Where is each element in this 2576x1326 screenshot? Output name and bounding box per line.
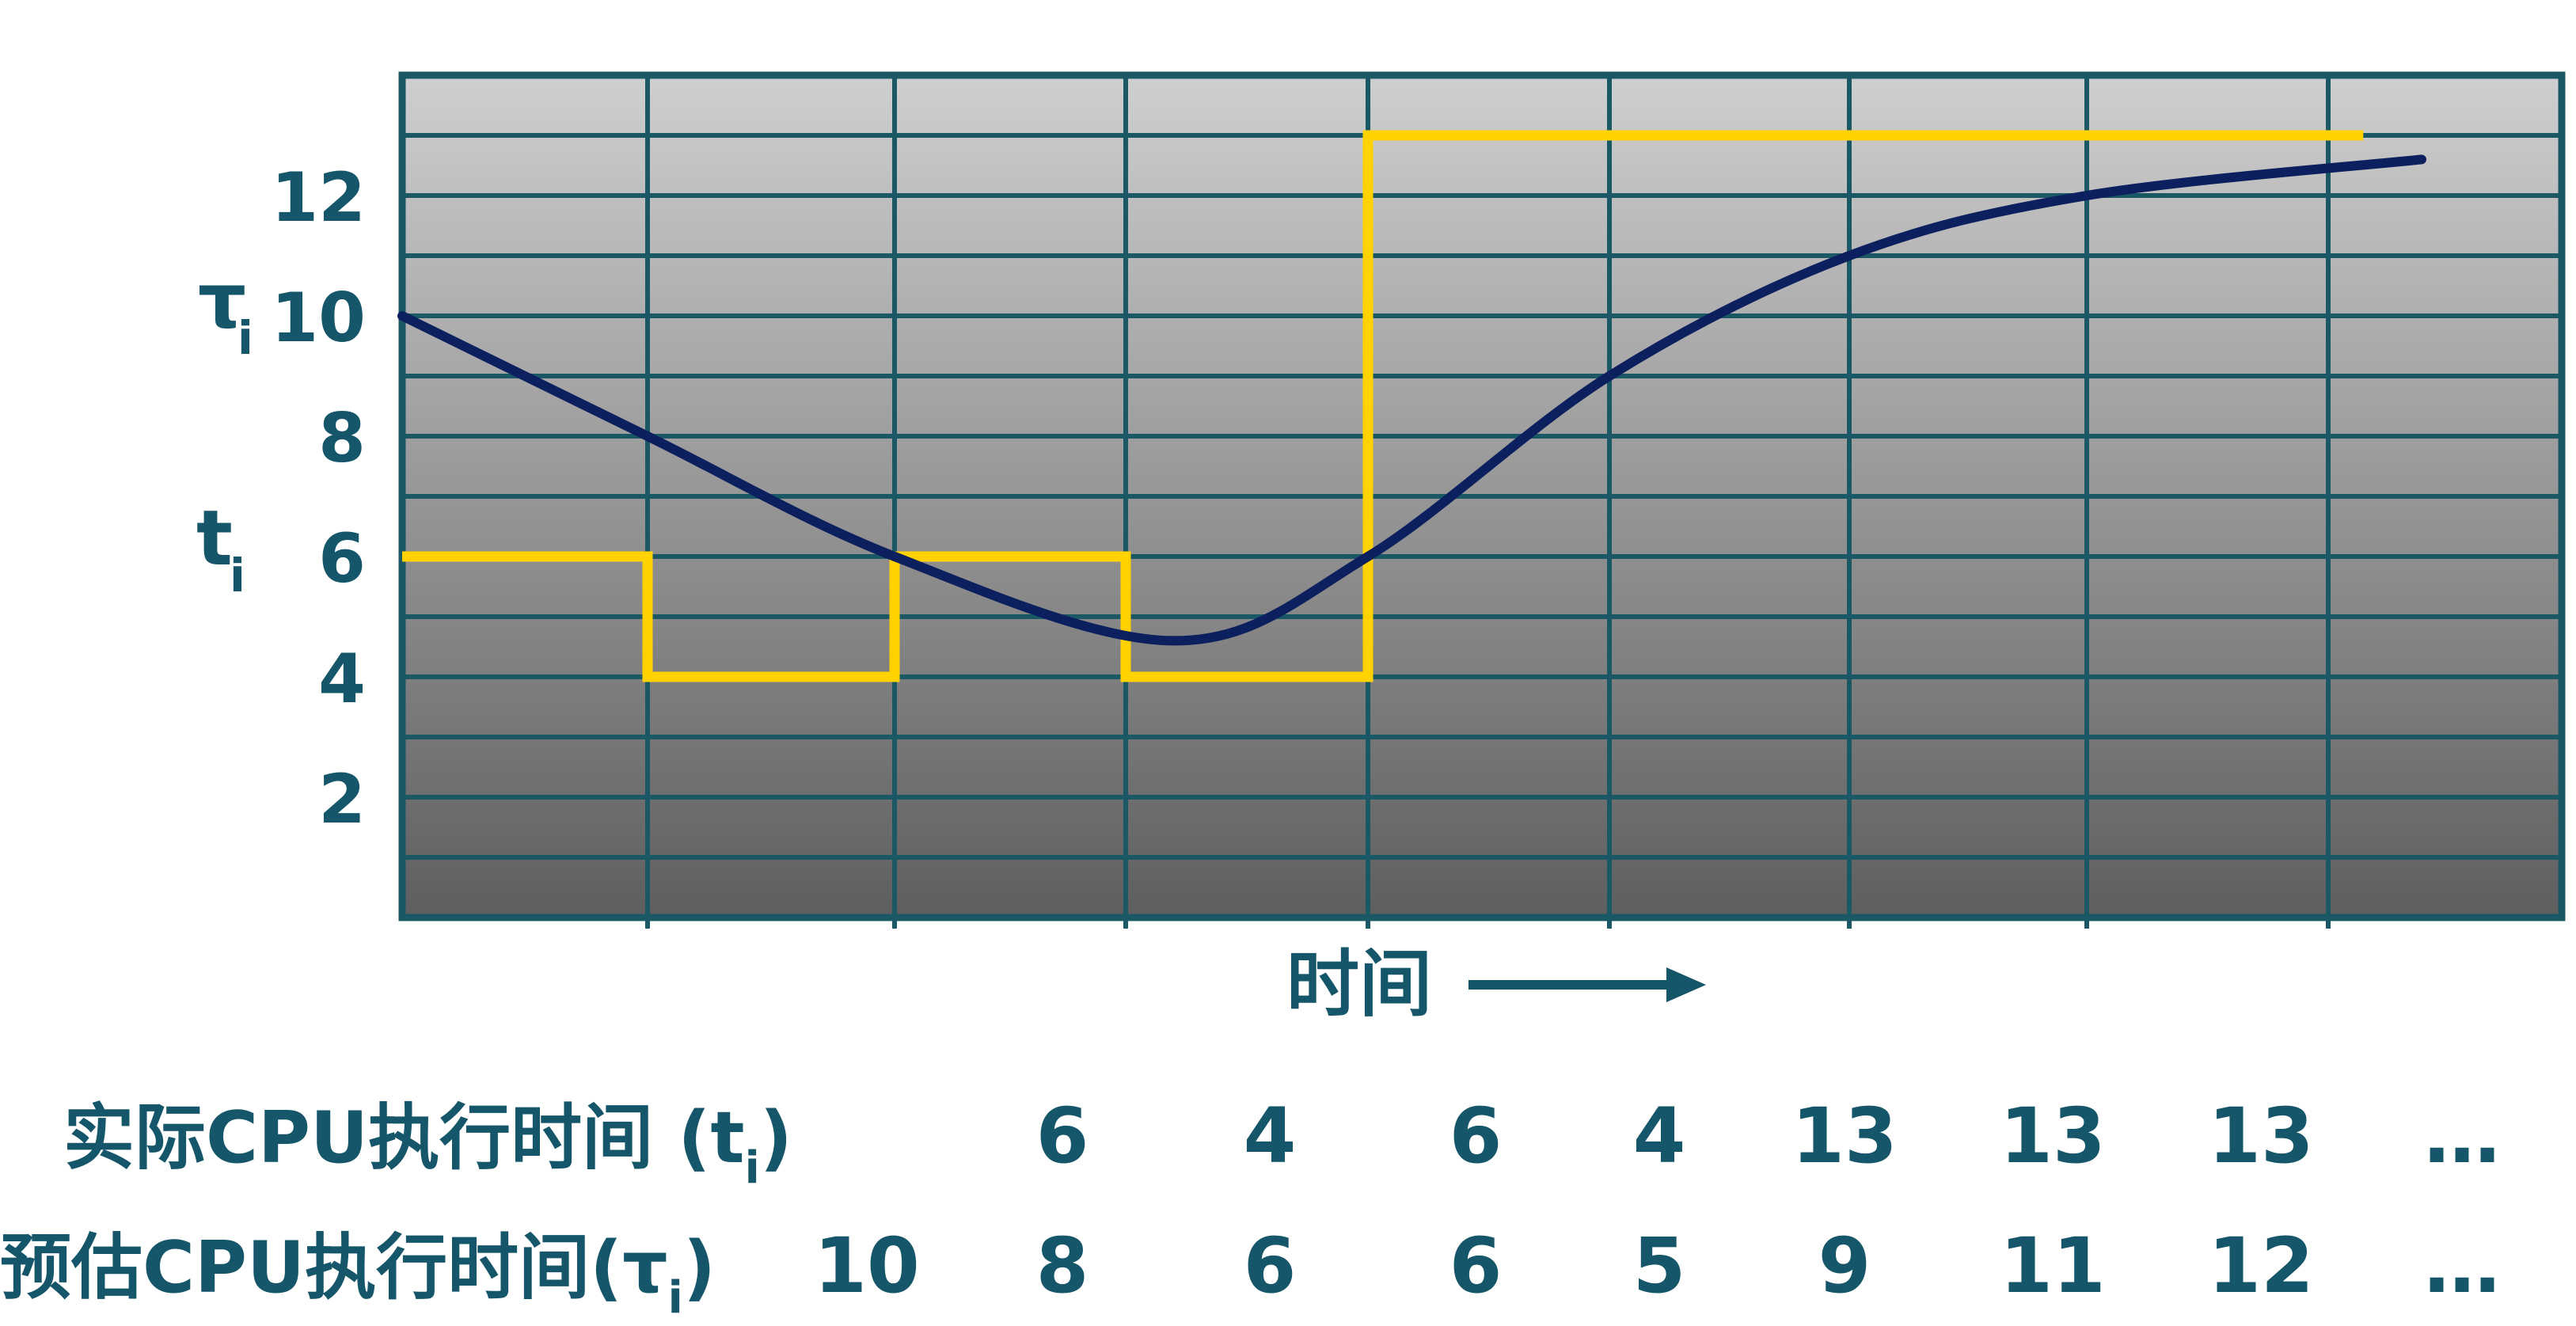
table-cell: 8: [1036, 1222, 1089, 1310]
table-cell: 9: [1818, 1222, 1871, 1310]
y-tick-label: 12: [271, 158, 366, 237]
table-cell: 13: [1791, 1092, 1898, 1180]
y-tick-label: 10: [271, 279, 366, 358]
table-cell: 10: [814, 1222, 920, 1310]
row-label-close: ): [683, 1226, 716, 1309]
row-label-close: ): [760, 1096, 792, 1180]
x-axis-arrow-icon: [1468, 967, 1706, 1002]
plot-frame: [398, 71, 2566, 921]
table-cell: 11: [2000, 1222, 2106, 1310]
table-cell: 6: [1449, 1222, 1503, 1310]
row-label: 预估CPU执行时间(τi): [0, 1226, 716, 1324]
x-axis-label: 时间: [1286, 942, 1432, 1027]
table-cell: 6: [1244, 1222, 1297, 1310]
burst-table: 实际CPU执行时间 (ti) 6 4 6 4 13 13 13 … 预估CPU执行时间(τi) 10…: [0, 1092, 2500, 1324]
actual-axis-subscript: i: [230, 549, 245, 602]
y-tick-label: 4: [318, 640, 366, 719]
table-cell: …: [2424, 1092, 2500, 1180]
row-label: 实际CPU执行时间 (ti): [63, 1096, 792, 1194]
estimated-axis-subscript: i: [237, 311, 253, 365]
y-tick-label: 8: [318, 399, 366, 478]
row-label-subscript: i: [668, 1272, 683, 1324]
estimated-burst-curve: [397, 154, 2426, 646]
table-cell: …: [2424, 1222, 2500, 1310]
table-cell: 5: [1633, 1222, 1686, 1310]
table-cell: 4: [1633, 1092, 1686, 1180]
table-cell: 12: [2208, 1222, 2314, 1310]
row-label-subscript: i: [745, 1142, 760, 1194]
y-tick-label: 6: [318, 519, 366, 598]
table-cell: 13: [2208, 1092, 2314, 1180]
actual-axis-label: t: [196, 494, 233, 583]
y-tick-label: 2: [318, 760, 366, 839]
table-cell: 6: [1036, 1092, 1089, 1180]
series-layer: [397, 130, 2426, 682]
estimated-axis-label: τ: [198, 256, 246, 345]
table-cell: 13: [2000, 1092, 2106, 1180]
grid: [402, 75, 2562, 929]
table-cell: 6: [1449, 1092, 1503, 1180]
actual-burst-step-line: [402, 130, 2364, 682]
table-cell: 4: [1244, 1092, 1297, 1180]
